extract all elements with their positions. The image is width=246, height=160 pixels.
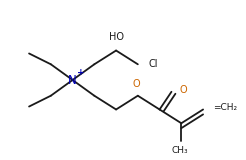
Text: CH₃: CH₃ bbox=[171, 146, 188, 155]
Text: N: N bbox=[68, 73, 77, 87]
Text: Cl: Cl bbox=[149, 59, 158, 69]
Text: +: + bbox=[77, 68, 84, 77]
Text: O: O bbox=[180, 85, 187, 95]
Text: O: O bbox=[132, 79, 140, 89]
Text: =CH₂: =CH₂ bbox=[213, 103, 237, 112]
Text: HO: HO bbox=[108, 32, 123, 42]
